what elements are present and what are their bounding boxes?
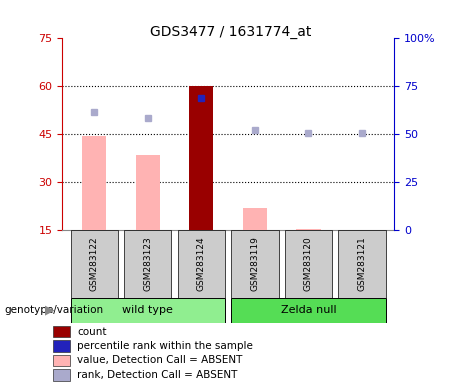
Text: genotype/variation: genotype/variation [5, 305, 104, 315]
Text: percentile rank within the sample: percentile rank within the sample [77, 341, 253, 351]
Bar [53, 326, 70, 338]
Text: rank, Detection Call = ABSENT: rank, Detection Call = ABSENT [77, 370, 237, 380]
Bar [71, 230, 118, 298]
Text: ▶: ▶ [45, 304, 54, 316]
Bar [53, 340, 70, 352]
Text: count: count [77, 327, 106, 337]
Bar [136, 155, 160, 230]
Text: Zelda null: Zelda null [281, 305, 337, 315]
Bar [285, 230, 332, 298]
Text: GSM283123: GSM283123 [143, 237, 153, 291]
Bar [124, 230, 171, 298]
Bar [53, 355, 70, 366]
Bar [83, 136, 106, 230]
Text: wild type: wild type [123, 305, 173, 315]
Text: GSM283122: GSM283122 [90, 237, 99, 291]
Bar [231, 298, 385, 323]
Bar [231, 230, 278, 298]
Bar [189, 86, 213, 230]
Bar [338, 230, 385, 298]
Text: GDS3477 / 1631774_at: GDS3477 / 1631774_at [150, 25, 311, 39]
Bar [178, 230, 225, 298]
Bar [243, 208, 267, 230]
Bar [296, 229, 320, 230]
Text: GSM283119: GSM283119 [250, 237, 260, 291]
Text: value, Detection Call = ABSENT: value, Detection Call = ABSENT [77, 356, 242, 366]
Bar [53, 369, 70, 381]
Text: GSM283124: GSM283124 [197, 237, 206, 291]
Text: GSM283121: GSM283121 [358, 237, 366, 291]
Text: GSM283120: GSM283120 [304, 237, 313, 291]
Bar [71, 298, 225, 323]
